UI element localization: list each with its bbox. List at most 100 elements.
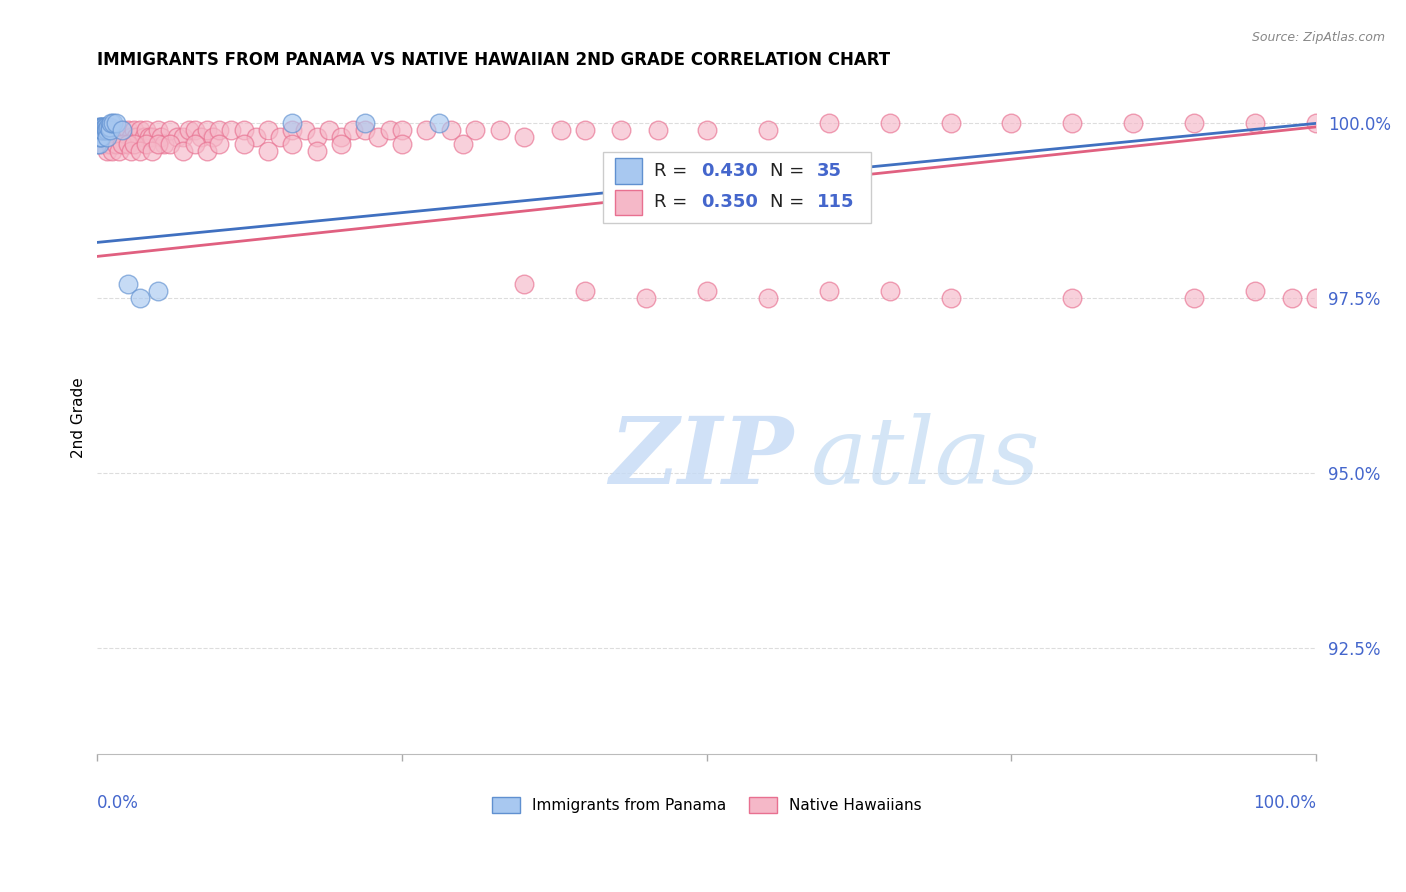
Point — [93, 123, 115, 137]
Legend: Immigrants from Panama, Native Hawaiians: Immigrants from Panama, Native Hawaiians — [492, 797, 921, 814]
Point — [1281, 292, 1303, 306]
Point — [111, 123, 134, 137]
Point — [172, 145, 194, 159]
Point — [94, 130, 117, 145]
Point — [90, 120, 112, 134]
Point — [94, 123, 117, 137]
Point — [90, 137, 112, 152]
Point — [103, 130, 125, 145]
Point — [634, 292, 657, 306]
Point — [135, 123, 157, 137]
Point — [121, 130, 143, 145]
Point — [148, 137, 170, 152]
Point — [90, 130, 112, 145]
Text: 35: 35 — [817, 161, 841, 180]
Point — [184, 123, 207, 137]
Point — [574, 123, 596, 137]
Point — [342, 123, 364, 137]
Point — [817, 116, 839, 130]
Point — [98, 123, 121, 137]
Point — [87, 137, 110, 152]
Point — [1182, 116, 1205, 130]
Point — [159, 137, 181, 152]
Point — [190, 130, 212, 145]
Point — [153, 137, 176, 152]
Point — [221, 123, 243, 137]
Point — [202, 130, 225, 145]
Point — [195, 123, 218, 137]
Point — [1244, 285, 1267, 299]
Point — [817, 285, 839, 299]
FancyBboxPatch shape — [616, 190, 643, 215]
Point — [98, 123, 121, 137]
Point — [96, 145, 118, 159]
Point — [103, 137, 125, 152]
Point — [141, 145, 163, 159]
Point — [1244, 116, 1267, 130]
Point — [245, 130, 267, 145]
Point — [148, 285, 170, 299]
Point — [1122, 116, 1144, 130]
Point — [89, 130, 111, 145]
Point — [1182, 292, 1205, 306]
Text: N =: N = — [770, 161, 810, 180]
Point — [294, 123, 316, 137]
Point — [391, 137, 413, 152]
Point — [647, 123, 669, 137]
Point — [117, 137, 139, 152]
Point — [1062, 292, 1084, 306]
FancyBboxPatch shape — [603, 152, 872, 222]
Point — [1305, 116, 1327, 130]
Point — [96, 137, 118, 152]
Point — [93, 120, 115, 134]
Point — [391, 123, 413, 137]
Point — [257, 145, 280, 159]
Point — [100, 130, 122, 145]
Y-axis label: 2nd Grade: 2nd Grade — [72, 377, 86, 458]
Point — [104, 116, 127, 130]
Point — [100, 116, 122, 130]
Point — [132, 130, 155, 145]
Text: ZIP: ZIP — [609, 413, 793, 503]
Point — [1062, 116, 1084, 130]
Point — [96, 130, 118, 145]
Point — [281, 123, 304, 137]
Point — [550, 123, 572, 137]
Text: 115: 115 — [817, 194, 853, 211]
Point — [86, 123, 108, 137]
Point — [756, 123, 779, 137]
Text: 0.430: 0.430 — [700, 161, 758, 180]
Text: atlas: atlas — [810, 413, 1040, 503]
Point — [281, 137, 304, 152]
Point — [148, 123, 170, 137]
Point — [172, 130, 194, 145]
Point — [96, 123, 118, 137]
Point — [89, 130, 111, 145]
Point — [98, 120, 121, 134]
Text: 0.0%: 0.0% — [97, 794, 139, 812]
Point — [141, 130, 163, 145]
Point — [330, 137, 353, 152]
Point — [879, 116, 901, 130]
Text: R =: R = — [654, 194, 693, 211]
Point — [93, 137, 115, 152]
Point — [108, 123, 131, 137]
Point — [610, 123, 633, 137]
Point — [87, 123, 110, 137]
Point — [184, 137, 207, 152]
Point — [488, 123, 510, 137]
Point — [93, 120, 115, 134]
Point — [281, 116, 304, 130]
Point — [354, 123, 377, 137]
Point — [378, 123, 401, 137]
Point — [97, 120, 120, 134]
Point — [87, 120, 110, 134]
Point — [104, 137, 127, 152]
Point — [105, 130, 128, 145]
Point — [513, 130, 536, 145]
Point — [87, 130, 110, 145]
Point — [427, 116, 450, 130]
Point — [94, 120, 117, 134]
FancyBboxPatch shape — [616, 158, 643, 184]
Point — [939, 292, 962, 306]
